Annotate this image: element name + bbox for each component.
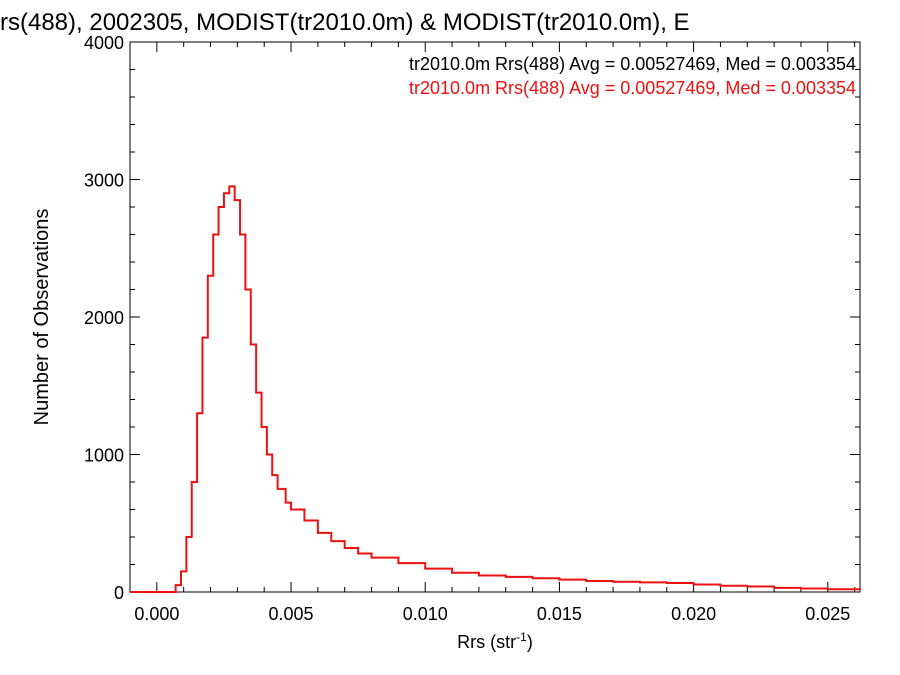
histogram-bin-point: [212, 233, 214, 236]
y-tick-label: 4000: [84, 33, 124, 53]
histogram-bin-point: [693, 583, 695, 586]
histogram-bin-point: [585, 580, 587, 582]
chart-title: rs(488), 2002305, MODIST(tr2010.0m) & MO…: [0, 9, 690, 36]
histogram-bin-point: [201, 337, 204, 339]
legend-line-red: tr2010.0m Rrs(488) Avg = 0.00527469, Med…: [409, 78, 856, 98]
histogram-bin-point: [239, 233, 241, 236]
histogram-bin-point: [175, 584, 177, 586]
histogram-bin-point: [266, 453, 268, 456]
histogram-bin-point: [424, 568, 426, 570]
histogram-bin-point: [223, 192, 225, 194]
histogram-bin-point: [271, 474, 273, 476]
histogram-bin-point: [191, 481, 193, 483]
y-tick-label: 1000: [84, 446, 124, 466]
histogram-bin-point: [244, 288, 246, 291]
histogram-bin-point: [558, 579, 561, 581]
y-axis: 0 1000 2000 3000 4000: [84, 33, 860, 603]
histogram-bin-point: [451, 572, 453, 574]
x-tick-label: 0.025: [805, 604, 850, 624]
histogram-bin-point: [719, 585, 722, 587]
x-axis: 0.000 0.005 0.010 0.015 0.020 0.025: [134, 42, 856, 624]
x-axis-label-close: ): [527, 632, 533, 652]
histogram-bin-point: [277, 488, 279, 490]
histogram-bin-point: [397, 562, 399, 564]
y-axis-label: Number of Observations: [31, 209, 53, 426]
x-axis-label: Rrs (str-1): [457, 630, 533, 652]
histogram-bin-point: [255, 392, 257, 394]
legend-line-black: tr2010.0m Rrs(488) Avg = 0.00527469, Med…: [409, 54, 856, 74]
plot-frame: [129, 41, 861, 593]
histogram-bin-point: [859, 589, 861, 591]
x-axis-label-main: Rrs (str: [457, 632, 516, 652]
histogram-bin-point: [357, 552, 359, 555]
x-tick-label: 0.015: [537, 604, 582, 624]
histogram-bin-point: [746, 585, 748, 588]
histogram-bin-point: [612, 581, 614, 583]
histogram-bin-point: [505, 576, 507, 578]
histogram-bin-point: [250, 343, 252, 346]
x-tick-label: 0.010: [403, 604, 448, 624]
histogram-bin-point: [196, 412, 198, 414]
histogram-bin-point: [285, 502, 287, 504]
histogram-bin-point: [317, 532, 319, 534]
histogram-bin-point: [217, 206, 220, 208]
x-tick-label: 0.000: [134, 604, 179, 624]
histogram-bin-point: [234, 199, 236, 201]
histogram-bin-point: [531, 577, 534, 579]
x-axis-label-superscript: -1: [516, 630, 527, 644]
y-tick-label: 2000: [84, 308, 124, 328]
histogram-bin-point: [666, 582, 668, 584]
y-tick-label: 3000: [84, 171, 124, 191]
histogram-bin-point: [180, 570, 182, 572]
histogram-bin-point: [827, 588, 829, 590]
histogram-bin-point: [370, 557, 373, 559]
series-layer: [129, 185, 861, 593]
histogram-series-line: [130, 185, 861, 593]
x-tick-label: 0.020: [671, 604, 716, 624]
histogram-bin-point: [228, 185, 230, 187]
x-tick-label: 0.005: [269, 604, 314, 624]
histogram-bin-point: [207, 275, 209, 277]
histogram-bin-point: [344, 547, 346, 549]
histogram-bin-point: [639, 581, 641, 583]
histogram-bin-point: [129, 591, 131, 593]
histogram-bin-point: [330, 540, 332, 542]
histogram-bin-point: [169, 591, 171, 593]
histogram-bin-point: [303, 519, 306, 522]
histogram-bin-point: [260, 426, 263, 428]
histogram-bin-point: [773, 587, 775, 589]
y-tick-label: 0: [114, 583, 124, 603]
histogram-bin-point: [478, 574, 480, 577]
histogram-bin-point: [800, 587, 802, 590]
plot-area: 0.000 0.005 0.010 0.015 0.020 0.025 0 1000 2000…: [84, 33, 861, 624]
histogram-bin-point: [290, 508, 292, 511]
histogram-bin-point: [185, 536, 187, 538]
